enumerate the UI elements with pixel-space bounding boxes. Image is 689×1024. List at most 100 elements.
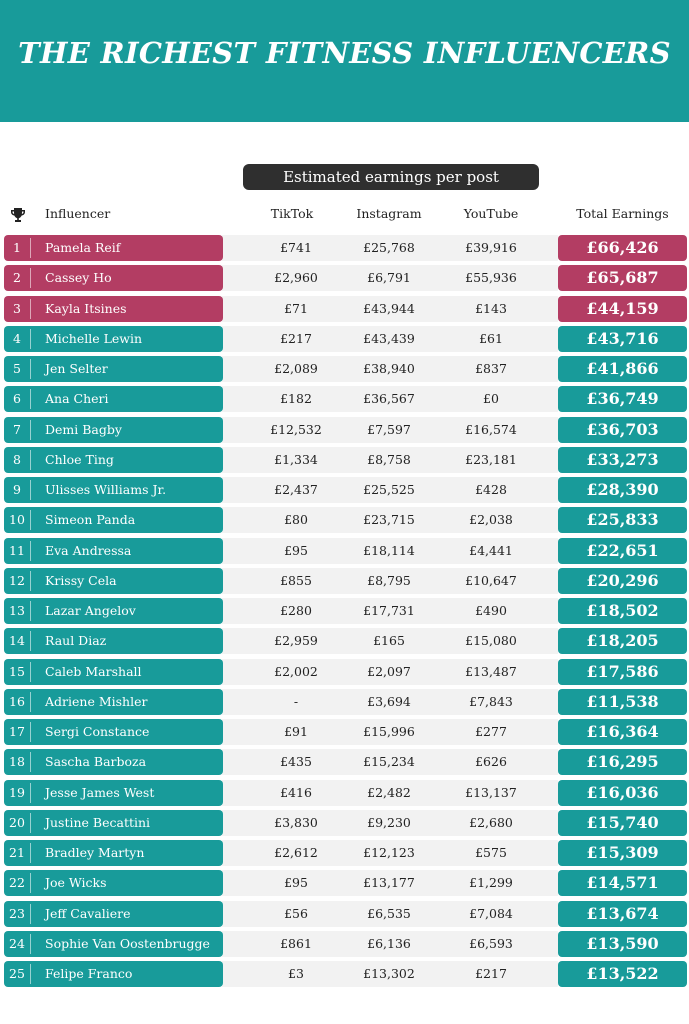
total-bar	[558, 538, 687, 564]
row-background	[222, 507, 558, 533]
total-earnings: £66,426	[586, 238, 659, 257]
rank-divider	[30, 299, 31, 319]
rank-divider	[30, 692, 31, 712]
youtube-earnings: £0	[483, 391, 499, 406]
tiktok-earnings: £855	[280, 573, 312, 588]
rank-number: 23	[9, 906, 25, 921]
total-bar	[558, 931, 687, 957]
header-instagram: Instagram	[356, 206, 422, 221]
total-bar	[558, 780, 687, 806]
table-row: 25 Felipe Franco £3 £13,302 £217 £13,522	[4, 961, 687, 987]
tiktok-earnings: £217	[280, 331, 312, 346]
total-bar	[558, 749, 687, 775]
rank-divider	[30, 873, 31, 893]
name-bar	[4, 689, 223, 715]
instagram-earnings: £43,944	[363, 301, 415, 316]
influencer-name: Michelle Lewin	[45, 331, 143, 346]
total-earnings: £41,866	[586, 359, 659, 378]
table-row: 15 Caleb Marshall £2,002 £2,097 £13,487 £17,5…	[4, 659, 687, 685]
total-earnings: £13,522	[586, 964, 659, 983]
instagram-earnings: £13,177	[363, 875, 415, 890]
table-row: 14 Raul Diaz £2,959 £165 £15,080 £18,205	[4, 628, 687, 654]
name-bar	[4, 961, 223, 987]
total-bar	[558, 507, 687, 533]
rank-number: 10	[9, 512, 25, 527]
rank-divider	[30, 631, 31, 651]
influencer-name: Jesse James West	[45, 785, 155, 800]
header-influencer: Influencer	[45, 206, 111, 221]
youtube-earnings: £6,593	[469, 936, 513, 951]
name-bar	[4, 235, 223, 261]
row-background	[222, 296, 558, 322]
instagram-earnings: £7,597	[367, 422, 411, 437]
rank-number: 21	[9, 845, 25, 860]
instagram-earnings: £17,731	[363, 603, 415, 618]
instagram-earnings: £2,097	[367, 664, 411, 679]
influencer-name: Jen Selter	[45, 361, 108, 376]
influencer-name: Pamela Reif	[45, 240, 121, 255]
rank-divider	[30, 571, 31, 591]
youtube-earnings: £1,299	[469, 875, 513, 890]
name-bar	[4, 780, 223, 806]
rank-divider	[30, 843, 31, 863]
table-row: 11 Eva Andressa £95 £18,114 £4,441 £22,651	[4, 538, 687, 564]
rank-number: 3	[13, 301, 21, 316]
rank-divider	[30, 420, 31, 440]
total-bar	[558, 296, 687, 322]
influencer-name: Simeon Panda	[45, 512, 136, 527]
total-bar	[558, 235, 687, 261]
row-background	[222, 326, 558, 352]
instagram-earnings: £25,768	[363, 240, 415, 255]
tiktok-earnings: £2,612	[274, 845, 318, 860]
rank-number: 6	[13, 391, 21, 406]
youtube-earnings: £39,916	[465, 240, 517, 255]
table-row: 3 Kayla Itsines £71 £43,944 £143 £44,159	[4, 296, 687, 322]
total-bar	[558, 901, 687, 927]
total-earnings: £44,159	[586, 299, 659, 318]
name-bar	[4, 265, 223, 291]
row-background	[222, 447, 558, 473]
youtube-earnings: £428	[475, 482, 507, 497]
table-row: 10 Simeon Panda £80 £23,715 £2,038 £25,833	[4, 507, 687, 533]
rank-divider	[30, 238, 31, 258]
total-earnings: £28,390	[586, 480, 659, 499]
name-bar	[4, 386, 223, 412]
youtube-earnings: £2,038	[469, 512, 513, 527]
total-earnings: £33,273	[586, 450, 659, 469]
tiktok-earnings: £56	[284, 906, 308, 921]
rank-number: 5	[13, 361, 21, 376]
instagram-earnings: £6,791	[367, 270, 411, 285]
rank-number: 9	[13, 482, 21, 497]
total-bar	[558, 568, 687, 594]
name-bar	[4, 628, 223, 654]
youtube-earnings: £13,487	[465, 664, 517, 679]
total-bar	[558, 265, 687, 291]
youtube-earnings: £10,647	[465, 573, 517, 588]
tiktok-earnings: £12,532	[270, 422, 322, 437]
name-bar	[4, 659, 223, 685]
total-bar	[558, 810, 687, 836]
table-row: 7 Demi Bagby £12,532 £7,597 £16,574 £36,703	[4, 417, 687, 443]
rank-divider	[30, 722, 31, 742]
youtube-earnings: £61	[479, 331, 503, 346]
tiktok-earnings: £1,334	[274, 452, 318, 467]
total-bar	[558, 689, 687, 715]
total-earnings: £16,364	[586, 722, 659, 741]
name-bar	[4, 749, 223, 775]
row-background	[222, 356, 558, 382]
instagram-earnings: £43,439	[363, 331, 415, 346]
rank-divider	[30, 510, 31, 530]
influencer-name: Kayla Itsines	[45, 301, 127, 316]
instagram-earnings: £15,234	[363, 754, 415, 769]
youtube-earnings: £490	[475, 603, 507, 618]
instagram-earnings: £13,302	[363, 966, 415, 981]
youtube-earnings: £277	[475, 724, 507, 739]
tiktok-earnings: £91	[284, 724, 308, 739]
table-row: 23 Jeff Cavaliere £56 £6,535 £7,084 £13,674	[4, 901, 687, 927]
table-row: 13 Lazar Angelov £280 £17,731 £490 £18,502	[4, 598, 687, 624]
table-row: 20 Justine Becattini £3,830 £9,230 £2,680 £15…	[4, 810, 687, 836]
name-bar	[4, 417, 223, 443]
influencer-name: Raul Diaz	[45, 633, 107, 648]
table-row: 5 Jen Selter £2,089 £38,940 £837 £41,866	[4, 356, 687, 382]
table-row: 12 Krissy Cela £855 £8,795 £10,647 £20,296	[4, 568, 687, 594]
